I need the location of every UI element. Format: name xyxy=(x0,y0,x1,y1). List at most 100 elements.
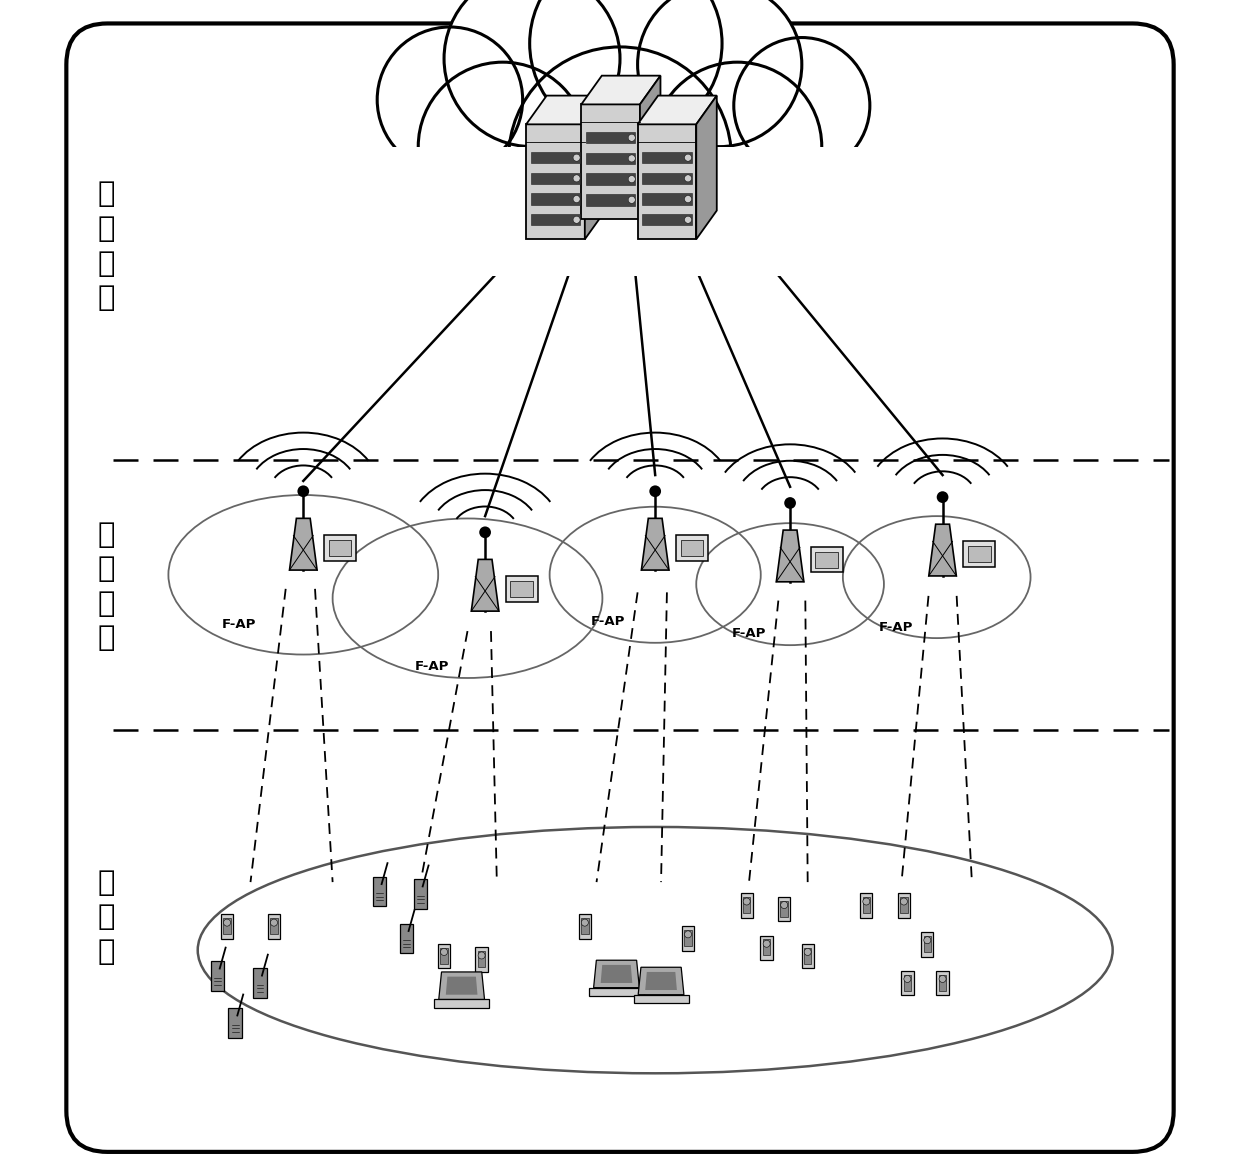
Bar xyxy=(511,581,533,597)
Circle shape xyxy=(650,486,661,497)
Circle shape xyxy=(479,952,485,960)
Bar xyxy=(228,1008,242,1038)
Circle shape xyxy=(377,27,522,172)
Polygon shape xyxy=(446,977,477,995)
Bar xyxy=(642,152,692,163)
Circle shape xyxy=(573,196,580,203)
Polygon shape xyxy=(776,530,804,582)
Bar xyxy=(780,901,787,916)
Bar xyxy=(968,545,991,562)
Polygon shape xyxy=(640,75,661,219)
Bar xyxy=(531,152,580,163)
Bar xyxy=(904,975,911,990)
Bar xyxy=(221,915,233,938)
Bar xyxy=(777,897,790,921)
Bar xyxy=(740,894,753,917)
Circle shape xyxy=(939,976,946,983)
Bar xyxy=(270,918,278,934)
Bar xyxy=(816,551,838,568)
Circle shape xyxy=(763,941,770,948)
Circle shape xyxy=(805,949,811,956)
Bar xyxy=(438,944,450,968)
Bar xyxy=(642,213,692,225)
Circle shape xyxy=(573,154,580,161)
Bar xyxy=(901,971,914,995)
Circle shape xyxy=(440,949,448,956)
Polygon shape xyxy=(289,518,317,570)
Bar xyxy=(324,535,356,561)
Bar xyxy=(763,940,770,955)
Circle shape xyxy=(936,491,949,503)
Bar xyxy=(531,172,580,184)
Bar xyxy=(634,995,688,1003)
Circle shape xyxy=(684,216,692,223)
Circle shape xyxy=(684,196,692,203)
Bar xyxy=(440,948,448,963)
Text: 雾
节
点
层: 雾 节 点 层 xyxy=(98,521,115,652)
Circle shape xyxy=(629,176,635,183)
Polygon shape xyxy=(641,518,670,570)
Bar xyxy=(804,948,811,963)
Bar xyxy=(642,194,692,205)
Bar xyxy=(681,540,703,556)
Circle shape xyxy=(529,0,722,140)
Circle shape xyxy=(479,527,491,538)
Circle shape xyxy=(223,920,231,927)
Bar xyxy=(642,172,692,184)
Circle shape xyxy=(629,134,635,141)
Polygon shape xyxy=(600,965,632,983)
Text: 云
计
算
层: 云 计 算 层 xyxy=(98,181,115,312)
Bar xyxy=(531,213,580,225)
Bar xyxy=(900,897,908,913)
Circle shape xyxy=(684,175,692,182)
Bar xyxy=(414,879,428,909)
Bar xyxy=(861,894,873,917)
Polygon shape xyxy=(929,524,956,576)
Polygon shape xyxy=(696,96,717,239)
Circle shape xyxy=(573,216,580,223)
Bar xyxy=(211,961,224,991)
Bar xyxy=(587,133,635,143)
Circle shape xyxy=(444,0,620,147)
Circle shape xyxy=(734,38,869,174)
Bar xyxy=(373,876,387,907)
Bar xyxy=(434,999,489,1008)
Circle shape xyxy=(573,175,580,182)
Bar xyxy=(811,547,843,572)
Bar xyxy=(921,933,934,956)
Polygon shape xyxy=(639,968,684,995)
Bar xyxy=(589,988,644,996)
Bar xyxy=(268,915,280,938)
Circle shape xyxy=(629,196,635,203)
Bar xyxy=(475,948,487,971)
Polygon shape xyxy=(471,560,498,611)
Bar xyxy=(963,541,996,567)
Circle shape xyxy=(900,899,908,906)
Circle shape xyxy=(784,497,796,509)
Bar xyxy=(939,975,946,990)
Polygon shape xyxy=(526,124,585,239)
Text: F-AP: F-AP xyxy=(591,615,625,629)
Circle shape xyxy=(904,976,911,983)
Bar xyxy=(924,936,931,951)
Bar xyxy=(684,930,692,945)
Bar xyxy=(743,897,750,913)
Text: 终
端
层: 终 端 层 xyxy=(98,869,115,965)
Polygon shape xyxy=(637,96,717,124)
Bar xyxy=(898,894,910,917)
Bar xyxy=(760,936,773,960)
Circle shape xyxy=(418,62,588,231)
Polygon shape xyxy=(645,972,677,990)
Circle shape xyxy=(863,899,869,906)
Polygon shape xyxy=(637,124,696,239)
Polygon shape xyxy=(594,961,640,988)
Polygon shape xyxy=(439,972,485,999)
Bar xyxy=(506,576,538,602)
Bar xyxy=(863,897,870,913)
Bar xyxy=(587,152,635,164)
Circle shape xyxy=(743,899,750,906)
Text: F-AP: F-AP xyxy=(732,626,766,640)
Text: F-AP: F-AP xyxy=(222,617,255,631)
Circle shape xyxy=(637,0,802,147)
Bar xyxy=(253,968,267,998)
